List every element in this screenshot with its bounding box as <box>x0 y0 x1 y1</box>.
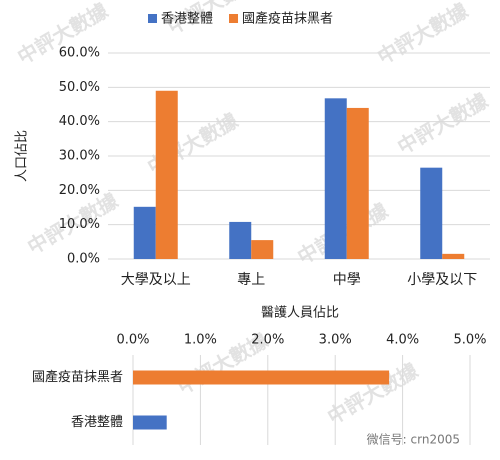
bar <box>155 90 178 260</box>
x-tick-label: 5.0% <box>453 333 486 348</box>
bar <box>251 240 274 259</box>
x-tick-label: 3.0% <box>319 333 352 348</box>
bar <box>420 167 443 259</box>
watermark: 中評大數據 <box>323 358 422 429</box>
y-tick-label: 10.0% <box>59 217 100 232</box>
legend-label: 香港整體 <box>161 12 213 27</box>
bar <box>133 370 390 385</box>
bar <box>442 253 465 259</box>
y-tick-label: 20.0% <box>59 183 100 198</box>
y-tick-label: 40.0% <box>59 114 100 129</box>
legend-swatch <box>148 14 157 23</box>
y-axis-title: 人口佔比 <box>15 130 30 182</box>
bar <box>324 98 347 259</box>
bar <box>346 107 369 259</box>
x-tick-label: 大學及以上 <box>121 272 191 288</box>
y-tick-label: 國產疫苗抹黑者 <box>32 369 123 385</box>
x-tick-label: 4.0% <box>386 333 419 348</box>
footer: 微信号: crn2005 <box>367 433 460 447</box>
bar <box>133 206 156 259</box>
bar <box>229 221 252 259</box>
y-tick-label: 60.0% <box>59 46 100 61</box>
watermark: 中評大數據 <box>373 0 472 69</box>
x-axis-title: 醫護人員佔比 <box>261 305 339 321</box>
legend-swatch <box>229 14 239 23</box>
x-tick-label: 中學 <box>333 272 361 288</box>
y-tick-label: 香港整體 <box>71 415 123 430</box>
x-tick-label: 小學及以下 <box>407 272 477 288</box>
x-tick-label: 專上 <box>237 272 265 288</box>
y-tick-label: 0.0% <box>67 252 100 267</box>
x-tick-label: 0.0% <box>116 333 149 348</box>
watermark: 中評大數據 <box>393 88 492 159</box>
x-tick-label: 2.0% <box>251 333 284 348</box>
x-tick-label: 1.0% <box>184 333 217 348</box>
bar <box>133 415 167 430</box>
y-tick-label: 50.0% <box>59 80 100 95</box>
y-tick-label: 30.0% <box>59 149 100 164</box>
legend-label: 國產疫苗抹黑者 <box>242 11 333 27</box>
